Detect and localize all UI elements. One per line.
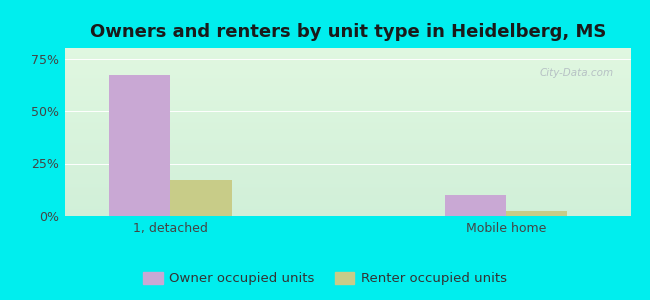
- Title: Owners and renters by unit type in Heidelberg, MS: Owners and renters by unit type in Heide…: [90, 23, 606, 41]
- Legend: Owner occupied units, Renter occupied units: Owner occupied units, Renter occupied un…: [138, 266, 512, 290]
- Bar: [445, 195, 506, 216]
- Bar: [170, 180, 232, 216]
- Bar: [109, 75, 170, 216]
- Bar: [506, 211, 567, 216]
- Text: City-Data.com: City-Data.com: [540, 68, 614, 78]
